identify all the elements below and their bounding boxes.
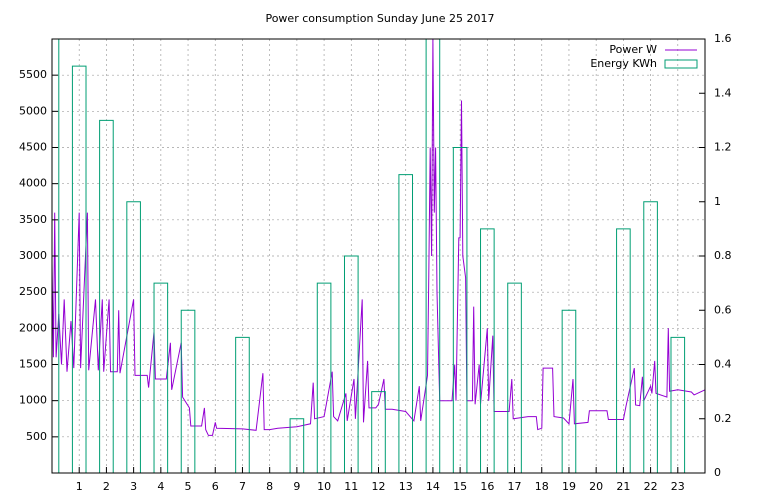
x-tick-label: 20: [589, 480, 603, 493]
y2-tick-label: 1.4: [714, 86, 732, 99]
energy-box: [316, 282, 332, 473]
energy-box: [561, 309, 577, 473]
energy-box: [507, 282, 522, 473]
x-tick-label: 8: [266, 480, 273, 493]
energy-box: [398, 174, 414, 473]
energy-box: [643, 201, 658, 473]
y-tick-label: 5000: [19, 104, 47, 117]
y-tick-label: 5500: [19, 68, 47, 81]
y2-tick-label: 0: [714, 466, 721, 479]
x-tick-label: 2: [103, 480, 110, 493]
energy-box: [235, 336, 250, 473]
energy-box: [180, 309, 196, 473]
x-tick-label: 9: [293, 480, 300, 493]
x-tick-label: 5: [185, 480, 192, 493]
x-tick-label: 22: [644, 480, 658, 493]
x-tick-label: 3: [130, 480, 137, 493]
y-tick-label: 3500: [19, 213, 47, 226]
energy-box: [289, 418, 305, 473]
x-tick-label: 18: [535, 480, 549, 493]
energy-box: [52, 39, 60, 473]
x-tick-label: 19: [562, 480, 576, 493]
y-tick-label: 3000: [19, 249, 47, 262]
energy-box: [371, 391, 386, 473]
energy-box: [425, 39, 441, 473]
y-tick-label: 2000: [19, 321, 47, 334]
energy-box: [343, 255, 359, 473]
y2-tick-label: 1.6: [714, 32, 732, 45]
x-tick-label: 23: [671, 480, 685, 493]
x-tick-label: 13: [399, 480, 413, 493]
y-tick-label: 4000: [19, 177, 47, 190]
y2-tick-label: 1.2: [714, 141, 732, 154]
axes: 500 1000 1500 2000 2500 3000 3500 4000 4500 5000 5…: [19, 32, 732, 493]
x-tick-label: 21: [616, 480, 630, 493]
y2-tick-label: 1: [714, 195, 721, 208]
energy-box: [99, 119, 114, 473]
energy-box: [480, 228, 495, 473]
y-tick-label: 500: [26, 430, 47, 443]
x-tick-label: 4: [157, 480, 164, 493]
x-tick-label: 10: [317, 480, 331, 493]
x-tick-label: 1: [76, 480, 83, 493]
legend-label: Power W: [609, 43, 657, 56]
energy-box: [71, 65, 87, 473]
grid: [52, 39, 705, 473]
y-tick-label: 2500: [19, 285, 47, 298]
plot-data: [52, 39, 705, 473]
x-tick-label: 17: [508, 480, 522, 493]
y2-tick-label: 0.6: [714, 303, 732, 316]
y-tick-label: 4500: [19, 141, 47, 154]
energy-box: [126, 201, 141, 473]
y2-tick-label: 0.2: [714, 412, 732, 425]
x-tick-label: 15: [453, 480, 467, 493]
energy-box: [452, 147, 468, 473]
y2-tick-label: 0.4: [714, 358, 732, 371]
legend-swatch: [664, 59, 698, 69]
y2-tick-label: 0.8: [714, 249, 732, 262]
x-tick-label: 12: [372, 480, 386, 493]
x-tick-label: 7: [239, 480, 246, 493]
legend-label: Energy KWh: [590, 57, 657, 70]
x-tick-label: 6: [212, 480, 219, 493]
chart-title: Power consumption Sunday June 25 2017: [265, 12, 494, 25]
y-tick-label: 1500: [19, 358, 47, 371]
energy-box: [153, 282, 169, 473]
energy-box: [616, 228, 631, 473]
x-tick-label: 11: [344, 480, 358, 493]
x-tick-label: 16: [480, 480, 494, 493]
y-tick-label: 1000: [19, 394, 47, 407]
energy-box: [670, 336, 686, 473]
x-tick-label: 14: [426, 480, 440, 493]
